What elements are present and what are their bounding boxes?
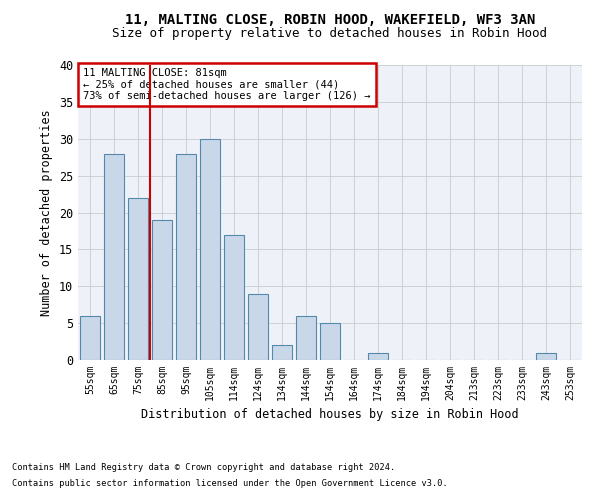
Bar xyxy=(104,154,124,360)
Text: 11 MALTING CLOSE: 81sqm
← 25% of detached houses are smaller (44)
73% of semi-de: 11 MALTING CLOSE: 81sqm ← 25% of detache… xyxy=(83,68,371,101)
Bar xyxy=(320,323,340,360)
Bar xyxy=(128,198,148,360)
X-axis label: Distribution of detached houses by size in Robin Hood: Distribution of detached houses by size … xyxy=(141,408,519,422)
Y-axis label: Number of detached properties: Number of detached properties xyxy=(40,109,53,316)
Text: 11, MALTING CLOSE, ROBIN HOOD, WAKEFIELD, WF3 3AN: 11, MALTING CLOSE, ROBIN HOOD, WAKEFIELD… xyxy=(125,12,535,26)
Bar xyxy=(80,316,100,360)
Text: Size of property relative to detached houses in Robin Hood: Size of property relative to detached ho… xyxy=(113,28,548,40)
Bar xyxy=(248,294,268,360)
Bar xyxy=(176,154,196,360)
Bar xyxy=(272,345,292,360)
Text: Contains HM Land Registry data © Crown copyright and database right 2024.: Contains HM Land Registry data © Crown c… xyxy=(12,464,395,472)
Bar xyxy=(152,220,172,360)
Bar xyxy=(200,138,220,360)
Bar xyxy=(296,316,316,360)
Bar xyxy=(536,352,556,360)
Bar xyxy=(224,234,244,360)
Bar xyxy=(368,352,388,360)
Text: Contains public sector information licensed under the Open Government Licence v3: Contains public sector information licen… xyxy=(12,478,448,488)
